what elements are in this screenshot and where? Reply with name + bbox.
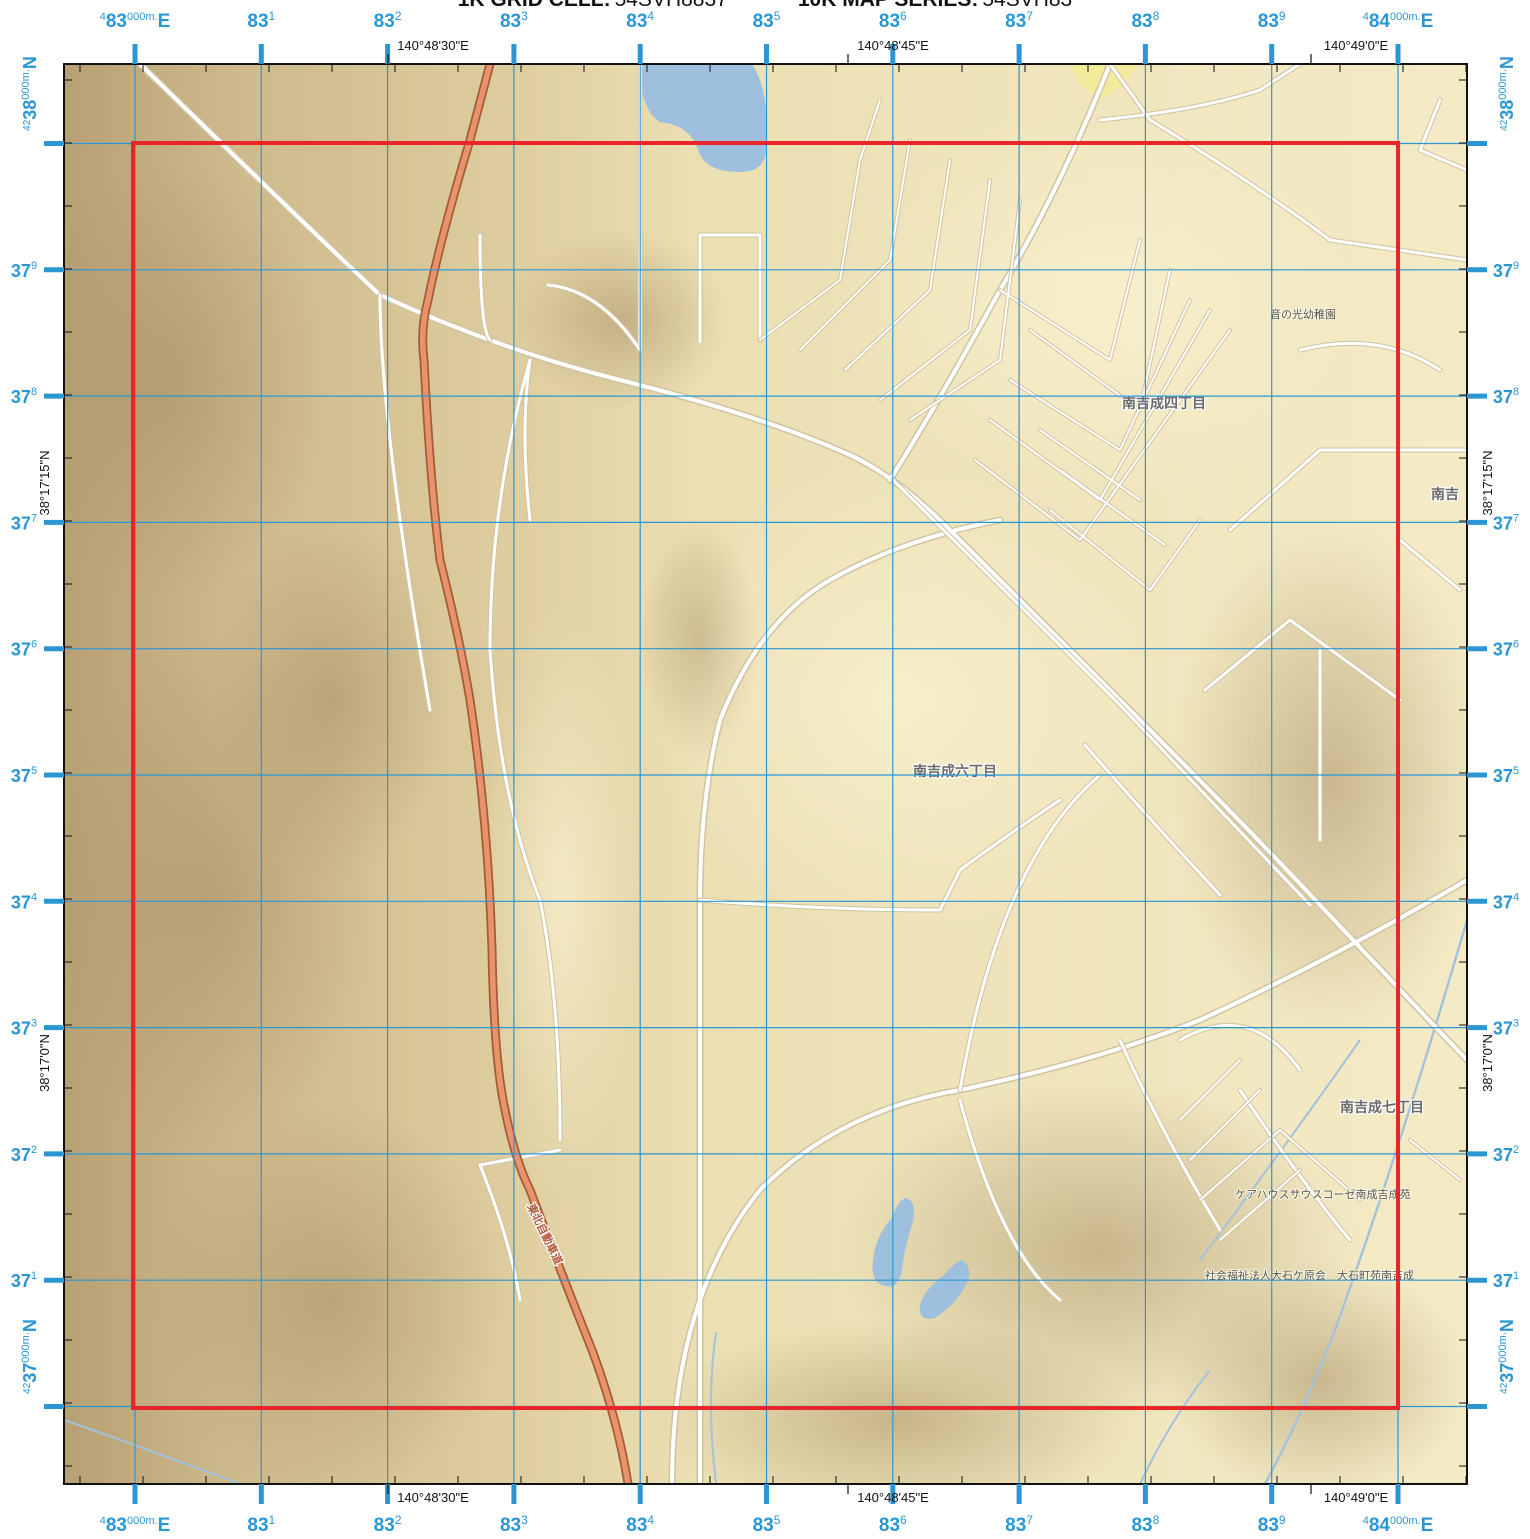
geographic-labels: 140°48'30"E 140°48'30"E 140°48'45"E 140°48'…	[37, 38, 1495, 1505]
hillshade	[64, 100, 1467, 1484]
latitude-label-left: 38°17'0"N	[37, 1034, 52, 1092]
easting-label: 839	[1258, 1513, 1286, 1536]
longitude-label-top: 140°48'30"E	[397, 38, 469, 53]
stream-south	[710, 1331, 717, 1484]
longitude-label-bottom: 140°48'45"E	[857, 1490, 929, 1505]
easting-label: 835	[753, 9, 781, 32]
easting-label: 831	[247, 1513, 275, 1536]
northing-label: 374	[1493, 891, 1519, 912]
easting-label: 834	[626, 1513, 654, 1536]
northing-label: 375	[11, 765, 37, 786]
pond-south-east	[919, 1260, 970, 1319]
map-labels: 南吉成四丁目 南吉成六丁目 南吉成七丁目 南吉 音の光幼稚園 ケアハウスサウスコ…	[523, 306, 1460, 1283]
easting-label: 838	[1131, 9, 1159, 32]
northing-major-label: 4237000m.N	[20, 1319, 40, 1394]
longitude-label-top: 140°49'0"E	[1324, 38, 1389, 53]
stream-south-2	[1139, 1369, 1211, 1484]
longitude-label-bottom: 140°48'30"E	[397, 1490, 469, 1505]
map-body[interactable]: 南吉成四丁目 南吉成六丁目 南吉成七丁目 南吉 音の光幼稚園 ケアハウスサウスコ…	[10, 64, 1490, 1520]
latitude-label-right: 38°17'15"N	[1480, 450, 1495, 515]
northing-major-label: 4238000m.N	[20, 56, 40, 131]
easting-label: 484000m.E	[1363, 11, 1434, 32]
northing-label: 379	[11, 260, 37, 281]
map-series-label: 10K MAP SERIES:	[798, 0, 979, 11]
easting-label: 836	[879, 9, 907, 32]
poi-label-welfare-corporation: 社会福祉法人大石ケ原会 大石町苑南吉成	[1205, 1268, 1414, 1282]
expressway	[419, 64, 631, 1484]
northing-label: 376	[11, 639, 37, 660]
northing-label: 377	[1493, 512, 1519, 533]
easting-label: 833	[500, 9, 528, 32]
northing-label: 371	[1493, 1270, 1519, 1291]
map-header: 1K GRID CELL: 54SVH8837 10K MAP SERIES:54S…	[458, 0, 1073, 11]
northing-label: 375	[1493, 765, 1519, 786]
northing-label: 376	[1493, 639, 1519, 660]
latitude-label-left: 38°17'15"N	[37, 450, 52, 515]
easting-label: 831	[247, 9, 275, 32]
northing-label: 373	[11, 1018, 37, 1039]
stream-east-2	[1199, 1039, 1361, 1261]
northing-label: 378	[11, 386, 37, 407]
easting-label: 484000m.E	[1363, 1515, 1434, 1536]
northing-label: 374	[11, 891, 37, 912]
place-label-minamiyoshi-partial: 南吉	[1431, 486, 1459, 503]
northing-labels-right: 4238000m.N 379 378 377 376 375 374 373 372 371 423…	[1493, 56, 1519, 1394]
poi-label-kindergarten: 音の光幼稚園	[1270, 307, 1336, 321]
grid-cell-label: 1K GRID CELL:	[458, 0, 611, 11]
northing-major-label: 4238000m.N	[1497, 56, 1517, 131]
easting-labels-top: 483000m.E 831 832 833 834 835 836 837 838 839 4840…	[100, 9, 1434, 32]
easting-label: 837	[1005, 1513, 1033, 1536]
longitude-label-bottom: 140°49'0"E	[1324, 1490, 1389, 1505]
easting-label: 837	[1005, 9, 1033, 32]
easting-labels-bottom: 483000m.E 831 832 833 834 835 836 837 838 839 4840…	[100, 1513, 1434, 1536]
place-label-minamiyoshinari-7: 南吉成七丁目	[1340, 1099, 1424, 1116]
easting-label: 483000m.E	[100, 11, 171, 32]
road-network	[136, 64, 1467, 1484]
easting-label: 836	[879, 1513, 907, 1536]
map-series-value: 54SVH83	[982, 0, 1072, 11]
grid-cell-value: 54SVH8837	[615, 0, 728, 11]
longitude-label-top: 140°48'45"E	[857, 38, 929, 53]
place-label-minamiyoshinari-6: 南吉成六丁目	[913, 763, 997, 780]
northing-label: 379	[1493, 260, 1519, 281]
stream-west	[64, 1419, 241, 1484]
northing-labels-left: 4238000m.N 379 378 377 376 375 374 373 372 371 423…	[11, 56, 40, 1394]
poi-label-care-house: ケアハウスサウスコーゼ南成吉成苑	[1235, 1188, 1411, 1201]
easting-label: 834	[626, 9, 654, 32]
frame-ticks	[44, 44, 1487, 1504]
latitude-label-right: 38°17'0"N	[1480, 1034, 1495, 1092]
northing-label: 372	[11, 1144, 37, 1165]
easting-label: 832	[374, 1513, 402, 1536]
northing-label: 377	[11, 512, 37, 533]
easting-label: 483000m.E	[100, 1515, 171, 1536]
easting-label: 835	[753, 1513, 781, 1536]
easting-label: 832	[374, 9, 402, 32]
stream-east	[1263, 919, 1467, 1484]
easting-label: 833	[500, 1513, 528, 1536]
northing-label: 372	[1493, 1144, 1519, 1165]
easting-label: 838	[1131, 1513, 1159, 1536]
northing-label: 371	[11, 1270, 37, 1291]
easting-label: 839	[1258, 9, 1286, 32]
place-label-minamiyoshinari-4: 南吉成四丁目	[1122, 395, 1206, 412]
northing-label: 378	[1493, 386, 1519, 407]
northing-major-label: 4237000m.N	[1497, 1319, 1517, 1394]
grid-cell-outline[interactable]	[131, 141, 1400, 1410]
northing-label: 373	[1493, 1018, 1519, 1039]
